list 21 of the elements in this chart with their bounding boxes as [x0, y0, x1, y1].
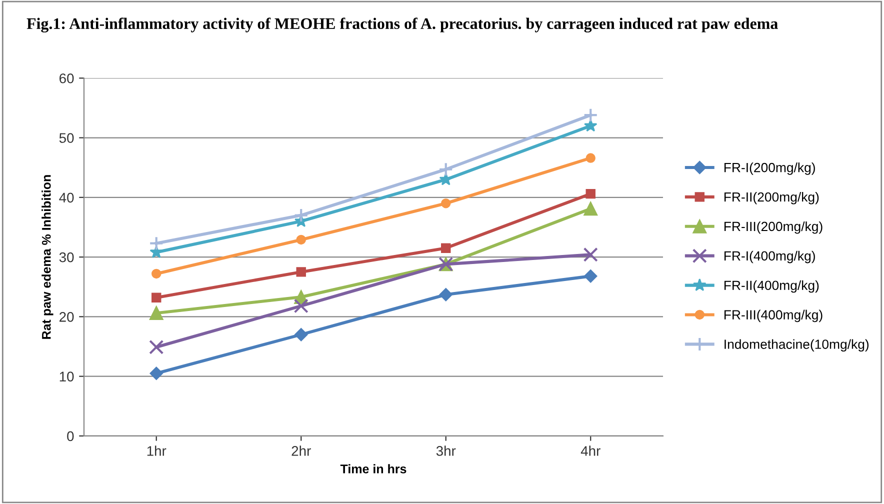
y-tick-label: 40	[59, 192, 74, 203]
legend-label: FR-III(400mg/kg)	[724, 310, 822, 322]
legend-label: FR-I(200mg/kg)	[724, 162, 815, 175]
x-tick-label: 1hr	[147, 446, 166, 456]
x-tick-label: 2hr	[292, 446, 311, 456]
legend-label: FR-I(400mg/kg)	[724, 250, 815, 264]
x-tick-label: 4hr	[580, 446, 600, 456]
y-tick-label: 0	[67, 431, 74, 442]
x-axis-title: Time in hrs	[340, 464, 406, 474]
y-axis-title: Rat paw edema % Inhibition	[42, 175, 54, 339]
legend-label: FR-III(200mg/kg)	[724, 221, 822, 234]
y-tick-label: 20	[60, 312, 74, 322]
y-tick-label: 50	[59, 133, 74, 143]
legend-label: FR-II(200mg/kg)	[724, 192, 819, 204]
x-tick-label: 3hr	[436, 446, 456, 456]
y-tick-label: 60	[60, 73, 74, 84]
chart-title: Fig.1: Anti-inflammatory activity of MEOHE fractions of A. precatorius. by carrageen induced rat paw edema	[26, 18, 778, 32]
y-tick-label: 30	[59, 252, 74, 262]
legend-label: FR-II(400mg/kg)	[724, 280, 819, 293]
y-tick-label: 10	[60, 372, 74, 382]
legend-label: Indomethacine(10mg/kg)	[724, 339, 869, 352]
